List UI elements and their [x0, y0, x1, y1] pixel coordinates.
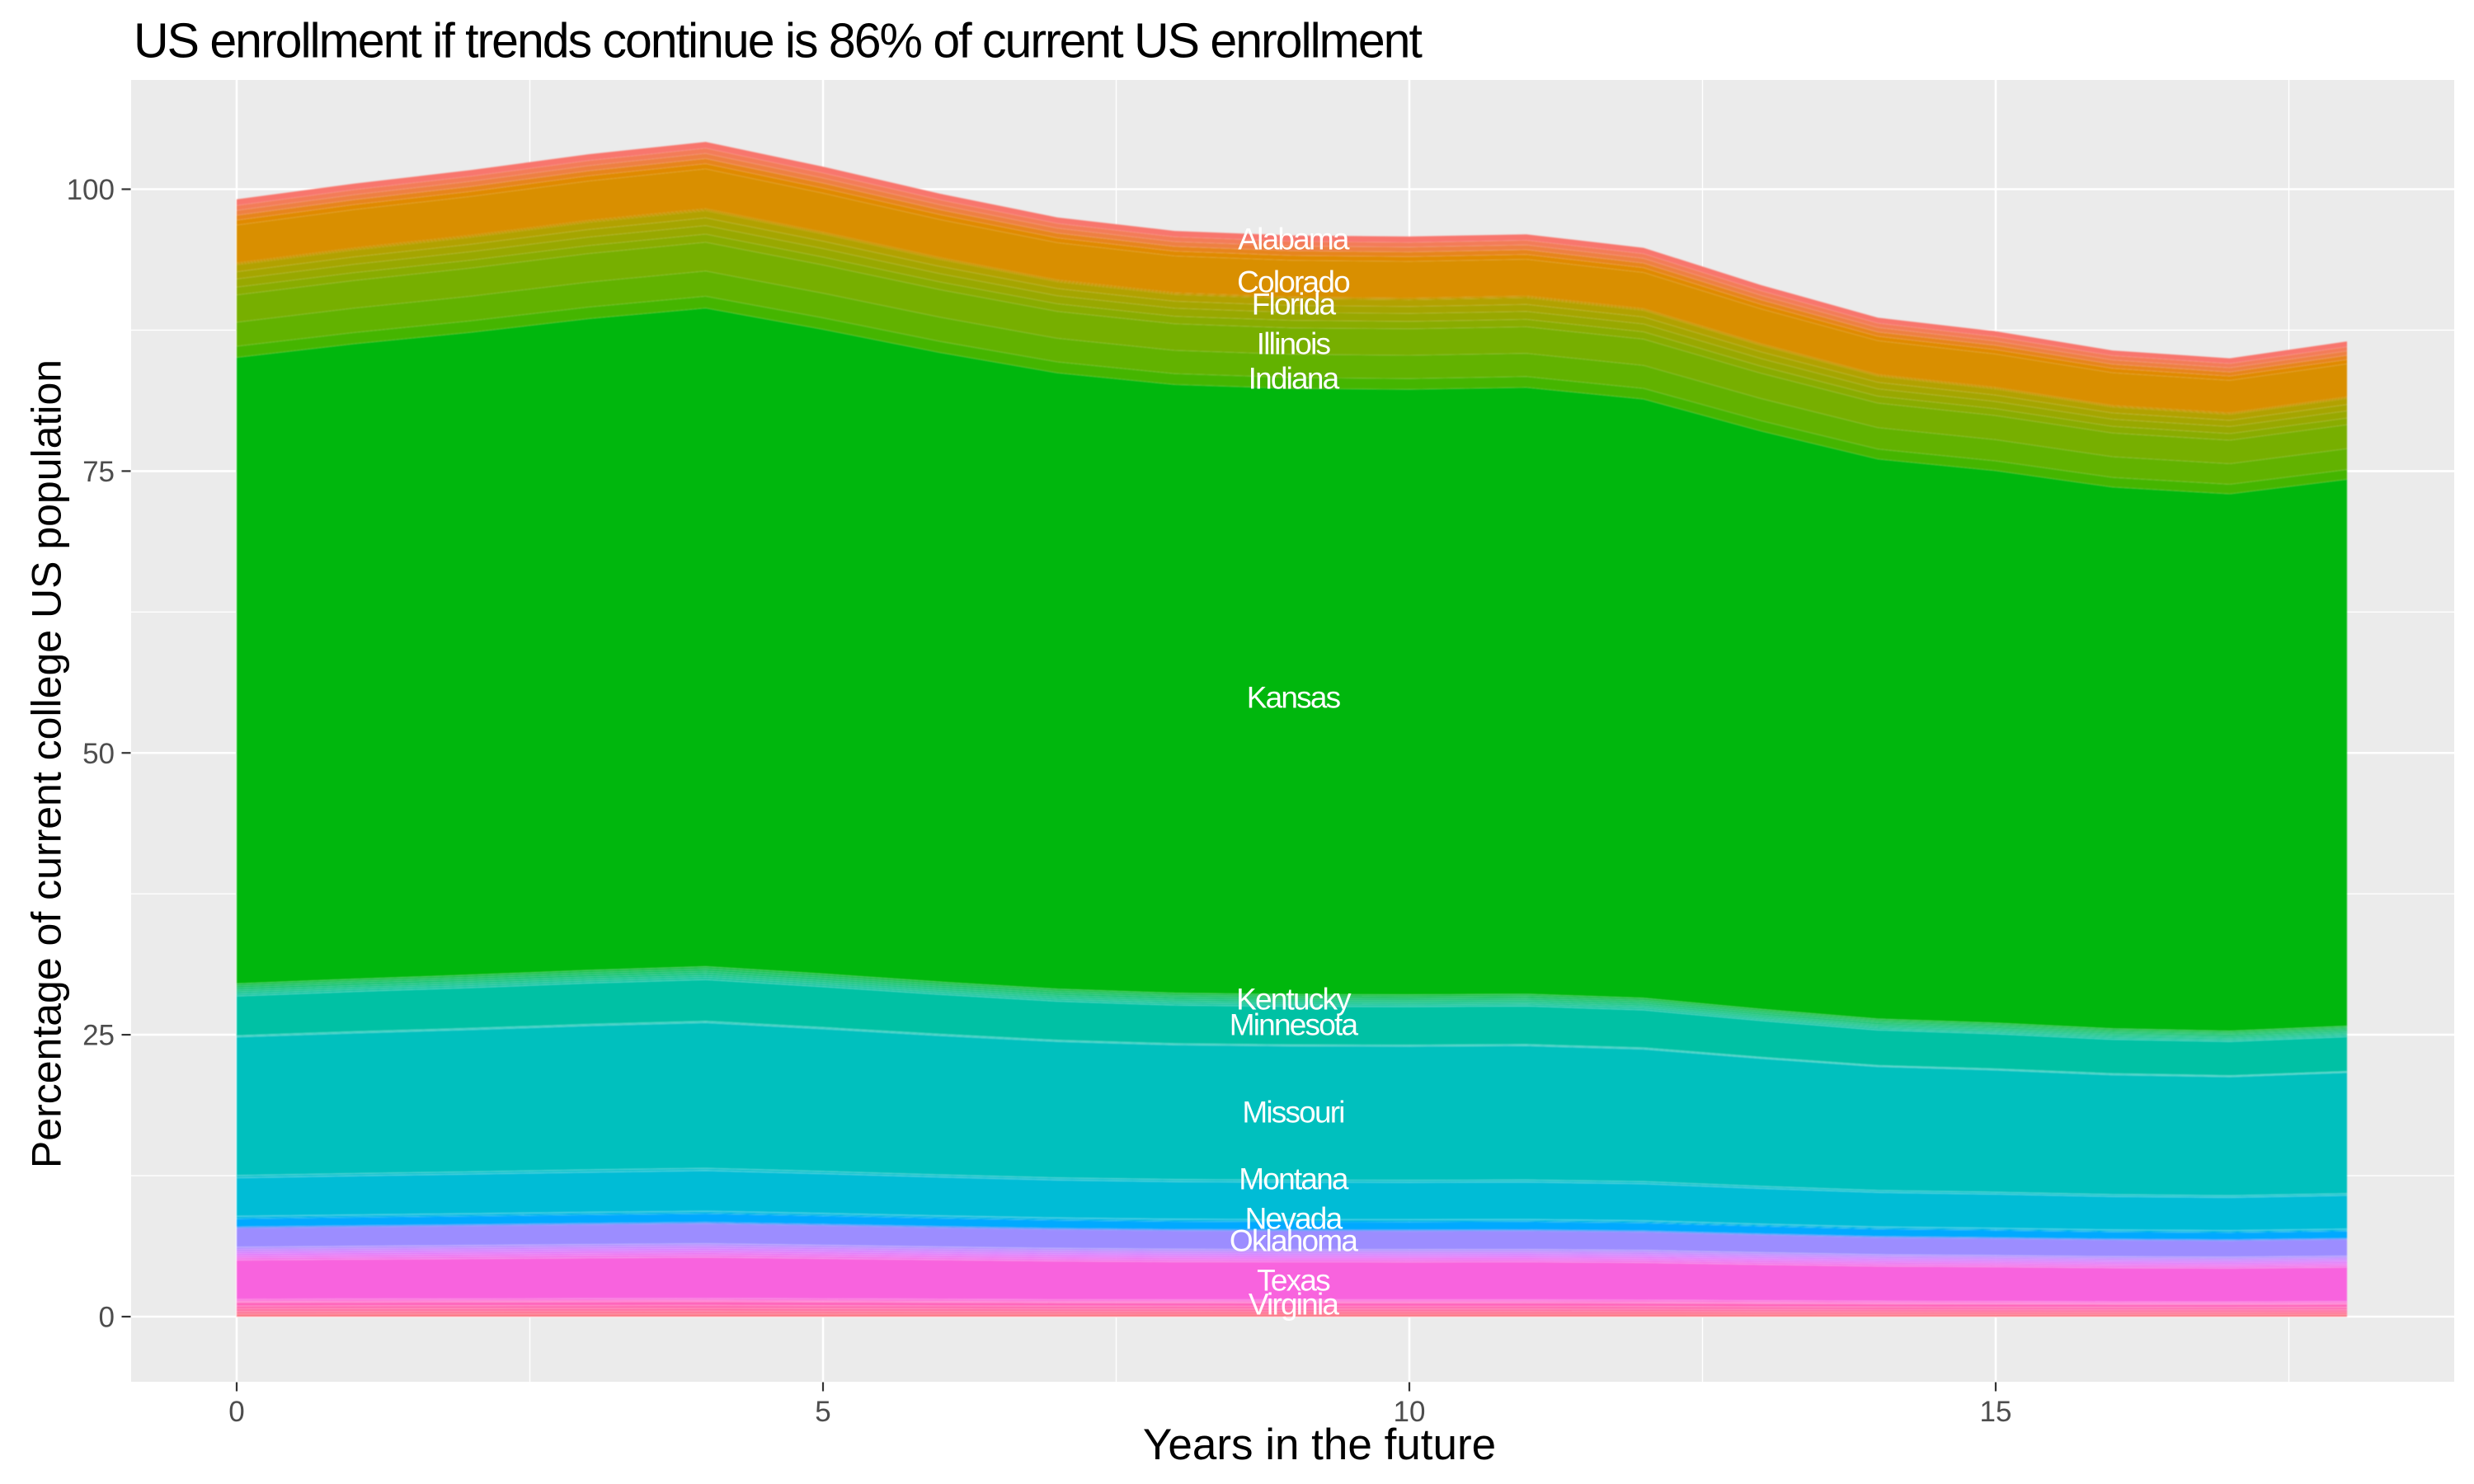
svg-text:Florida: Florida — [1252, 288, 1337, 322]
svg-text:Virginia: Virginia — [1249, 1288, 1340, 1322]
svg-text:Kentucky: Kentucky — [1236, 983, 1352, 1017]
svg-text:Texas: Texas — [1257, 1264, 1330, 1298]
svg-text:Colorado: Colorado — [1237, 265, 1350, 299]
svg-text:15: 15 — [1980, 1396, 2012, 1428]
svg-text:US enrollment if trends contin: US enrollment if trends continue is 86% … — [134, 14, 1422, 68]
svg-text:Missouri: Missouri — [1242, 1096, 1343, 1129]
svg-text:25: 25 — [82, 1020, 115, 1052]
svg-text:Nevada: Nevada — [1245, 1202, 1343, 1236]
svg-text:Oklahoma: Oklahoma — [1230, 1224, 1358, 1258]
svg-text:Alabama: Alabama — [1238, 223, 1350, 256]
svg-text:Illinois: Illinois — [1257, 327, 1331, 361]
svg-text:5: 5 — [815, 1396, 830, 1428]
svg-text:75: 75 — [82, 456, 115, 488]
svg-text:10: 10 — [1394, 1396, 1426, 1428]
svg-text:Minnesota: Minnesota — [1230, 1008, 1359, 1042]
svg-text:0: 0 — [99, 1302, 115, 1334]
svg-text:Kansas: Kansas — [1247, 681, 1341, 715]
svg-text:Percentage of current college: Percentage of current college US populat… — [24, 359, 70, 1168]
svg-text:0: 0 — [228, 1396, 244, 1428]
svg-text:Indiana: Indiana — [1249, 362, 1340, 396]
svg-text:100: 100 — [67, 174, 115, 206]
svg-text:Years in the future: Years in the future — [1143, 1421, 1496, 1469]
svg-text:50: 50 — [82, 738, 115, 770]
svg-text:Montana: Montana — [1239, 1162, 1349, 1196]
